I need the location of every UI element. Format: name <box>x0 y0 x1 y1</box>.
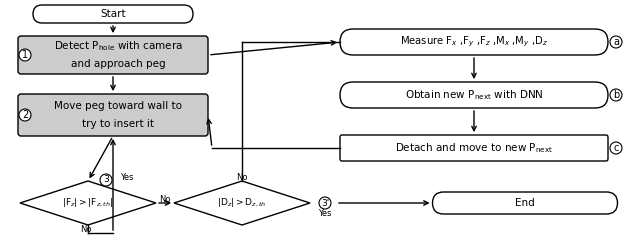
Text: 2: 2 <box>22 110 28 120</box>
FancyBboxPatch shape <box>340 29 608 55</box>
Text: Measure F$_x$ ,F$_y$ ,F$_z$ ,M$_x$ ,M$_y$ ,D$_z$: Measure F$_x$ ,F$_y$ ,F$_z$ ,M$_x$ ,M$_y… <box>400 35 548 49</box>
FancyBboxPatch shape <box>340 135 608 161</box>
Text: and approach peg: and approach peg <box>70 59 165 69</box>
Text: Move peg toward wall to: Move peg toward wall to <box>54 101 182 111</box>
Text: 1: 1 <box>22 50 28 60</box>
Text: Yes: Yes <box>318 210 332 218</box>
Circle shape <box>610 36 622 48</box>
Text: c: c <box>613 143 619 153</box>
FancyBboxPatch shape <box>18 36 208 74</box>
Text: $|$D$_z$$|$$>$D$_{z,th}$: $|$D$_z$$|$$>$D$_{z,th}$ <box>218 196 267 209</box>
Circle shape <box>319 197 331 209</box>
Circle shape <box>610 142 622 154</box>
Text: a: a <box>613 37 619 47</box>
Text: Yes: Yes <box>120 174 134 182</box>
Text: 3: 3 <box>103 176 109 184</box>
Text: No: No <box>236 172 248 182</box>
Text: 3': 3' <box>321 198 329 207</box>
Text: No: No <box>159 194 171 203</box>
FancyBboxPatch shape <box>18 94 208 136</box>
Text: End: End <box>515 198 535 208</box>
Circle shape <box>610 89 622 101</box>
Text: Detect P$_{\mathregular{hole}}$ with camera: Detect P$_{\mathregular{hole}}$ with cam… <box>54 39 182 53</box>
Circle shape <box>100 174 112 186</box>
Text: $|$F$_z$$|$$>$$|$F$_{z,th}$$|$: $|$F$_z$$|$$>$$|$F$_{z,th}$$|$ <box>62 196 114 209</box>
FancyBboxPatch shape <box>340 82 608 108</box>
Circle shape <box>19 109 31 121</box>
Circle shape <box>19 49 31 61</box>
Text: Obtain new P$_{\mathregular{next}}$ with DNN: Obtain new P$_{\mathregular{next}}$ with… <box>404 88 543 102</box>
Polygon shape <box>20 181 156 225</box>
Text: Start: Start <box>100 9 126 19</box>
Text: try to insert it: try to insert it <box>82 119 154 129</box>
FancyBboxPatch shape <box>433 192 618 214</box>
Text: b: b <box>613 90 619 100</box>
Polygon shape <box>174 181 310 225</box>
Text: No: No <box>80 226 92 234</box>
FancyBboxPatch shape <box>33 5 193 23</box>
Text: Detach and move to new P$_{\mathregular{next}}$: Detach and move to new P$_{\mathregular{… <box>395 141 553 155</box>
